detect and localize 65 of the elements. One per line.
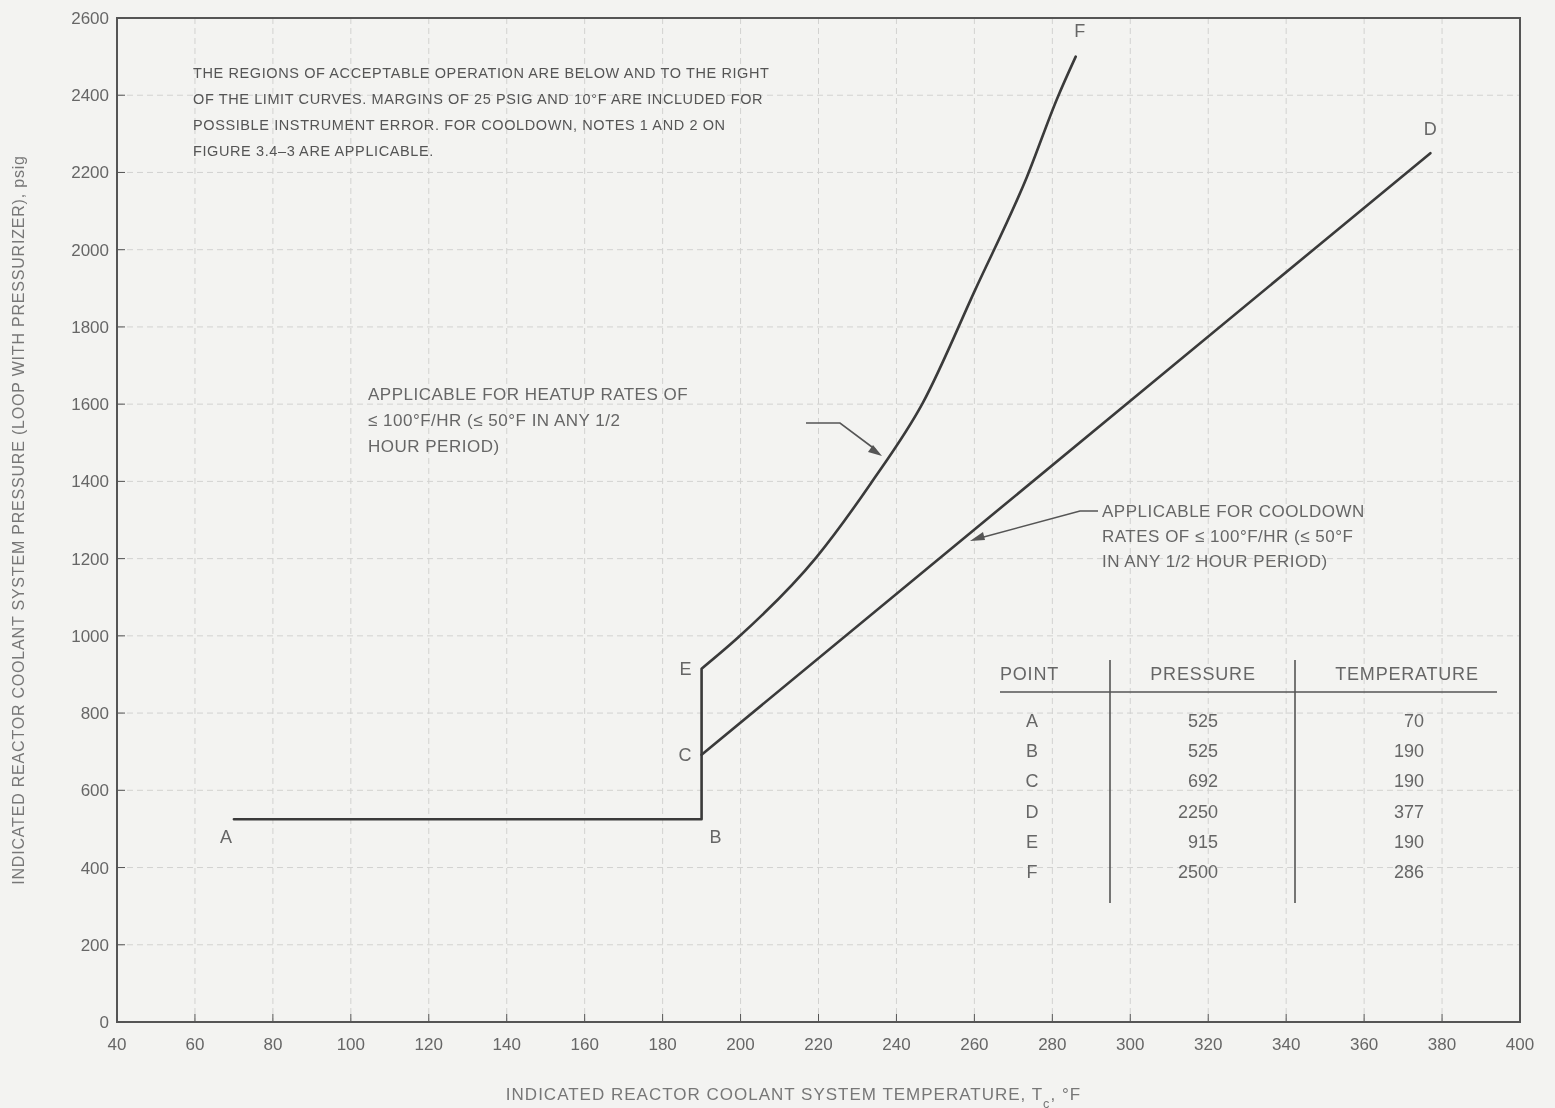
y-tick-label: 800 <box>80 704 109 724</box>
annotation: E <box>1025 831 1039 852</box>
annotation: 525 <box>1187 741 1218 762</box>
annotation: F <box>1074 20 1086 41</box>
x-tick-label: 180 <box>648 1035 677 1054</box>
annotation: 70 <box>1403 711 1424 731</box>
annotation: B <box>709 827 722 848</box>
annotation: APPLICABLE FOR HEATUP RATES OF ≤ 100°F/HR (≤ 50°F IN ANY 1/2 HOUR PERIOD) <box>368 385 689 456</box>
x-tick-label: 140 <box>492 1035 521 1054</box>
y-tick-label: 2400 <box>71 86 109 106</box>
x-tick-label: 300 <box>1116 1035 1145 1054</box>
annotation: PRESSURE <box>1150 664 1256 684</box>
y-tick-label: 2200 <box>71 163 109 183</box>
x-tick-label: 340 <box>1271 1035 1301 1054</box>
annotation: C <box>678 744 692 765</box>
y-axis-title: INDICATED REACTOR COOLANT SYSTEM PRESSURE (LOOP WITH PRESSURIZER), psig <box>10 155 27 885</box>
y-tick-label: 1800 <box>71 317 109 337</box>
y-tick-label: 200 <box>80 935 109 955</box>
x-axis-title: INDICATED REACTOR COOLANT SYSTEM TEMPERATURE, T$_{c}$, °F <box>505 1085 1082 1108</box>
annotation: F <box>1026 862 1038 882</box>
y-tick-label: 1600 <box>71 395 109 415</box>
y-tick-label: 400 <box>80 858 109 878</box>
annotation: 190 <box>1393 741 1424 762</box>
x-tick-label: 240 <box>882 1035 911 1054</box>
x-tick-label: 220 <box>804 1035 833 1054</box>
x-tick-label: 40 <box>107 1035 127 1054</box>
x-tick-label: 200 <box>726 1035 755 1054</box>
annotation: C <box>1025 771 1039 792</box>
annotation: APPLICABLE FOR COOLDOWN RATES OF ≤ 100°F/HR (≤ 50°F IN ANY 1/2 HOUR PERIOD) <box>1102 502 1365 571</box>
x-tick-label: 320 <box>1194 1035 1223 1054</box>
y-tick-label: 2000 <box>71 240 109 260</box>
annotation: 2500 <box>1177 862 1218 882</box>
annotation: 2250 <box>1177 801 1218 822</box>
x-tick-label: 260 <box>960 1035 989 1054</box>
annotation: POINT <box>1000 664 1060 684</box>
annotation: 286 <box>1393 862 1424 882</box>
x-tick-label: 380 <box>1427 1035 1457 1054</box>
y-tick-label: 2600 <box>71 9 109 28</box>
annotation: 190 <box>1393 771 1424 792</box>
y-tick-label: 1200 <box>71 549 109 569</box>
annotation: 915 <box>1187 831 1218 852</box>
x-tick-label: 100 <box>336 1035 366 1054</box>
annotation: TEMPERATURE <box>1335 664 1479 684</box>
annotation: A <box>219 827 232 848</box>
x-tick-label: 120 <box>414 1035 443 1054</box>
x-tick-label: 80 <box>263 1035 283 1054</box>
y-tick-label: 600 <box>80 781 109 801</box>
annotation: 377 <box>1393 801 1424 822</box>
annotation: THE REGIONS OF ACCEPTABLE OPERATION ARE BELOW AND TO THE RIGHT OF THE LIMIT CURVES. MARGINS OF 25 PSIG AND 10°F ARE INCLUDED FOR POSSIBLE INSTRUMENT ERROR. FOR COOLDOWN, NOTES 1 AND 2 ON FIGURE 3.4–3 ARE APPLICABLE. <box>193 65 770 159</box>
x-tick-label: 60 <box>185 1035 205 1054</box>
annotation: A <box>1025 711 1039 731</box>
annotation: 692 <box>1187 771 1218 792</box>
annotation: 190 <box>1393 831 1424 852</box>
y-tick-label: 1400 <box>71 472 109 492</box>
x-tick-label: 400 <box>1505 1035 1535 1054</box>
annotation: E <box>679 658 692 679</box>
annotation: 525 <box>1187 711 1218 731</box>
annotation: B <box>1025 741 1039 762</box>
x-tick-label: 280 <box>1038 1035 1067 1054</box>
x-tick-label: 360 <box>1349 1035 1379 1054</box>
x-tick-label: 160 <box>570 1035 599 1054</box>
y-tick-label: 1000 <box>71 626 109 646</box>
annotation: D <box>1423 119 1437 140</box>
y-tick-label: 0 <box>99 1013 109 1032</box>
annotation: D <box>1025 801 1039 822</box>
